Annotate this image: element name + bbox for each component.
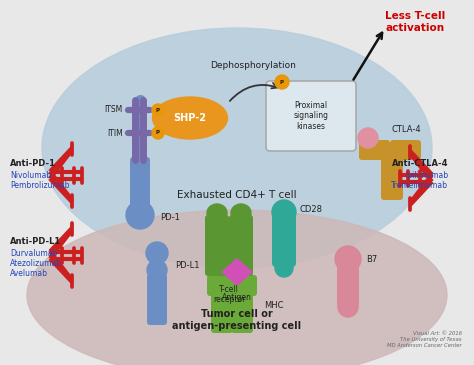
FancyBboxPatch shape [205, 215, 229, 276]
FancyBboxPatch shape [381, 152, 403, 200]
FancyBboxPatch shape [337, 261, 359, 307]
Text: Atezolizumab: Atezolizumab [10, 258, 62, 268]
Ellipse shape [231, 204, 251, 222]
Circle shape [152, 104, 164, 116]
Text: Ipilimumab: Ipilimumab [405, 170, 448, 180]
FancyBboxPatch shape [231, 287, 253, 333]
Text: CD28: CD28 [300, 205, 323, 215]
Text: Tumor cell or
antigen-presenting cell: Tumor cell or antigen-presenting cell [173, 309, 301, 331]
Text: Durvalumab: Durvalumab [10, 249, 57, 257]
Text: ITIM: ITIM [107, 128, 123, 138]
Circle shape [152, 127, 164, 139]
Text: Pembrolizumab: Pembrolizumab [10, 181, 70, 191]
Circle shape [275, 259, 293, 277]
Circle shape [275, 75, 289, 89]
FancyBboxPatch shape [130, 157, 150, 218]
Text: Dephosphorylation: Dephosphorylation [210, 61, 296, 69]
FancyBboxPatch shape [359, 140, 390, 160]
Text: P: P [280, 80, 284, 85]
Text: Proximal
signaling
kinases: Proximal signaling kinases [293, 101, 328, 131]
Text: Antigen: Antigen [222, 293, 252, 302]
Circle shape [335, 246, 361, 272]
Circle shape [272, 200, 296, 224]
Circle shape [146, 242, 168, 264]
Circle shape [126, 201, 154, 229]
Text: MHC: MHC [264, 300, 283, 310]
Text: Tremelimumab: Tremelimumab [391, 181, 448, 191]
Text: SHP-2: SHP-2 [173, 113, 207, 123]
Text: P: P [156, 108, 160, 112]
FancyBboxPatch shape [147, 274, 167, 325]
FancyBboxPatch shape [211, 287, 233, 333]
Ellipse shape [27, 210, 447, 365]
Circle shape [358, 128, 378, 148]
Ellipse shape [207, 204, 227, 222]
Text: Exhausted CD4+ T cell: Exhausted CD4+ T cell [177, 190, 297, 200]
FancyBboxPatch shape [390, 140, 421, 160]
Text: Less T-cell
activation: Less T-cell activation [385, 11, 445, 33]
Polygon shape [221, 258, 253, 286]
Text: Visual Art: © 2016
The University of Texas
MD Anderson Cancer Center: Visual Art: © 2016 The University of Tex… [387, 331, 462, 348]
Text: Avelumab: Avelumab [10, 269, 48, 277]
Ellipse shape [153, 97, 228, 139]
Text: T-cell
receptor: T-cell receptor [213, 285, 245, 304]
FancyBboxPatch shape [266, 81, 356, 151]
Text: CTLA-4: CTLA-4 [392, 126, 422, 134]
Text: PD-L1: PD-L1 [175, 261, 200, 269]
FancyBboxPatch shape [272, 214, 296, 267]
Circle shape [147, 260, 167, 280]
Text: Anti-CTLA-4: Anti-CTLA-4 [392, 158, 448, 168]
Text: Nivolumab: Nivolumab [10, 170, 51, 180]
FancyBboxPatch shape [229, 215, 253, 276]
Text: Anti-PD-L1: Anti-PD-L1 [10, 238, 61, 246]
Text: PD-1: PD-1 [160, 214, 180, 223]
FancyBboxPatch shape [207, 275, 257, 296]
Circle shape [338, 297, 358, 317]
Text: P: P [156, 131, 160, 135]
Text: B7: B7 [366, 255, 377, 265]
Text: Anti-PD-1: Anti-PD-1 [10, 158, 56, 168]
Ellipse shape [42, 28, 432, 268]
Text: ITSM: ITSM [105, 105, 123, 115]
